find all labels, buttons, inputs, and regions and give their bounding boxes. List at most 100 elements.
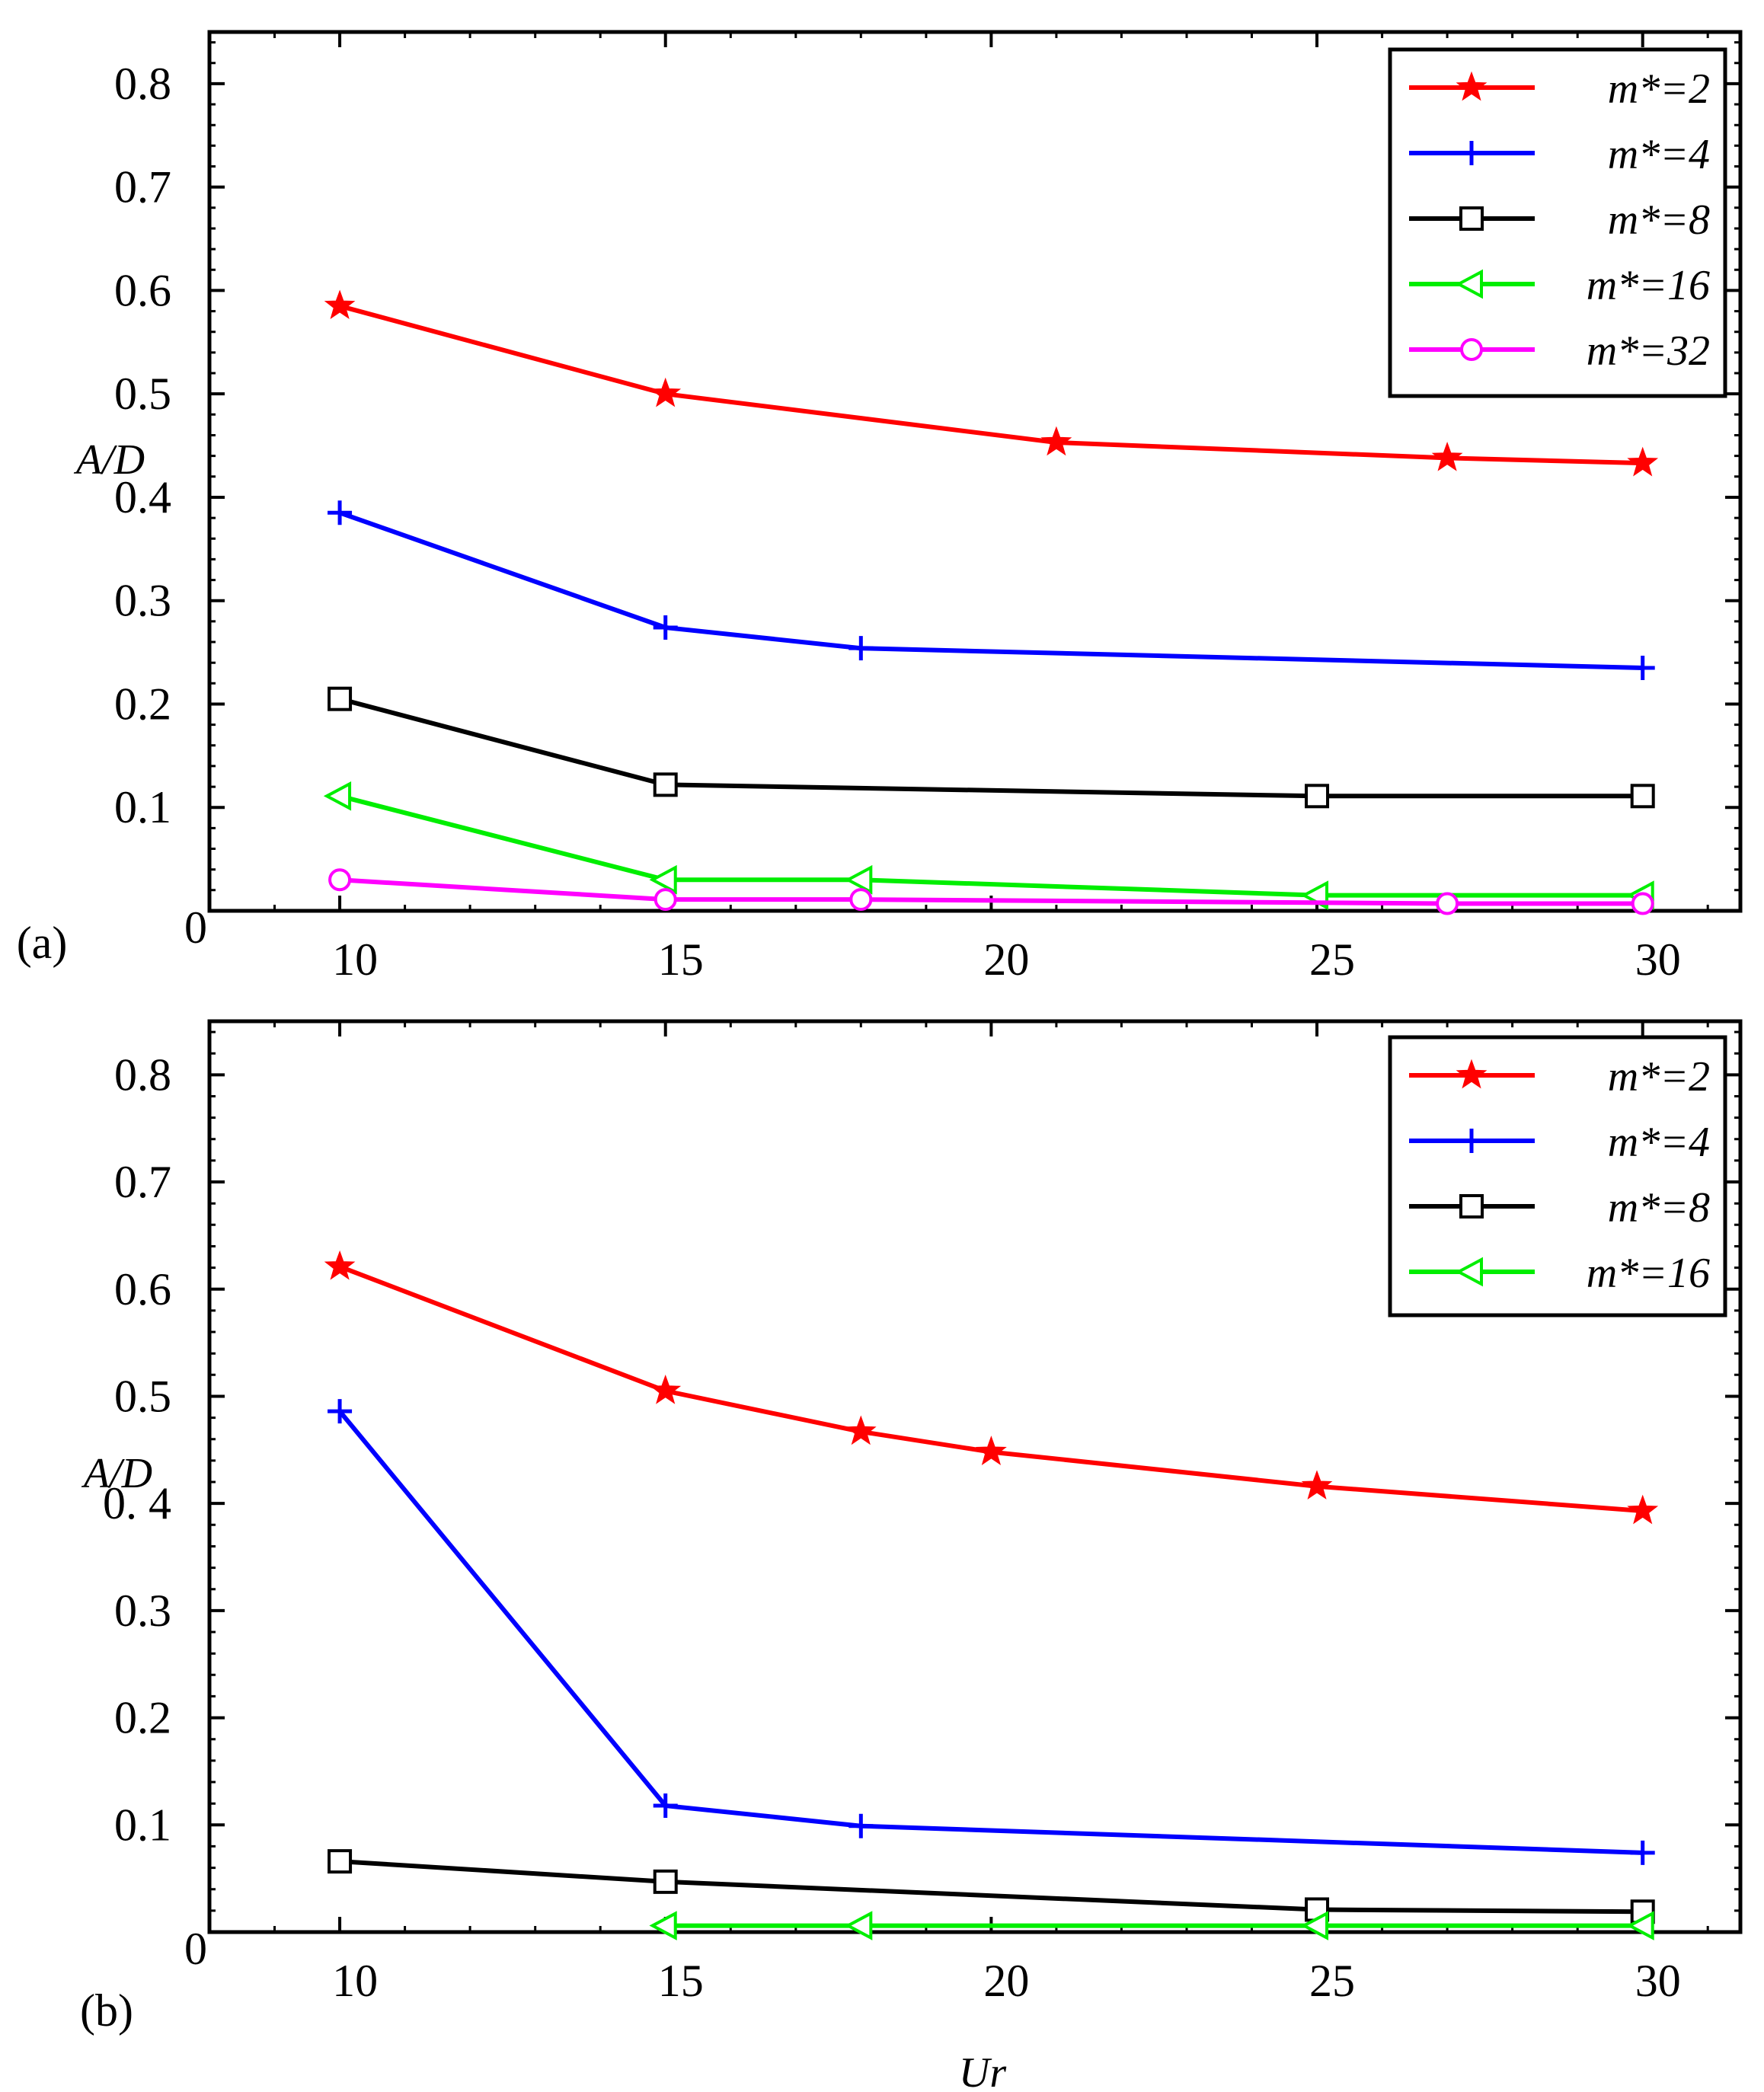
data-point xyxy=(1040,426,1072,456)
data-point xyxy=(328,500,353,525)
y-tick-label: 0.8 xyxy=(114,1049,171,1100)
legend-entry: m*=4 xyxy=(1409,131,1710,178)
y-tick-label: 0.6 xyxy=(114,265,171,315)
y-axis-label: A/D xyxy=(81,1450,152,1497)
series-m16 xyxy=(649,1911,1654,1940)
y-tick-label: 0.1 xyxy=(114,1800,171,1850)
panel-b: 10 15 20 25 30 0 0.1 0.2 0.3 0. 4 0.5 0.6 0.7 0.8 A/D U… xyxy=(80,1019,1743,2092)
x-tick-label: 10 xyxy=(332,934,378,985)
x-tick-label: 20 xyxy=(983,934,1029,985)
data-point xyxy=(650,1374,682,1404)
legend-label: m*=2 xyxy=(1608,65,1710,113)
plot-frame xyxy=(207,1019,1743,1934)
data-point xyxy=(324,289,356,320)
y-tick-label: 0.3 xyxy=(114,576,171,626)
data-point xyxy=(1436,892,1459,915)
y-tick-label: 0.6 xyxy=(114,1264,171,1314)
data-point xyxy=(976,1436,1007,1465)
legend-marker xyxy=(1459,141,1484,165)
legend-entry: m*=8 xyxy=(1409,196,1710,244)
data-point xyxy=(649,864,677,895)
legend-label: m*=8 xyxy=(1608,1184,1710,1231)
x-tick-label: 25 xyxy=(1309,1956,1355,2006)
data-point xyxy=(1431,442,1463,471)
y-tick-label: 0.5 xyxy=(114,369,171,419)
legend-entry: m*=16 xyxy=(1409,262,1710,309)
data-point xyxy=(848,1813,874,1838)
x-tick-label: 30 xyxy=(1635,934,1681,985)
data-point xyxy=(649,1911,677,1940)
legend-label: m*=4 xyxy=(1608,131,1710,178)
legend-box xyxy=(1388,47,1727,398)
x-tick-label: 10 xyxy=(332,1956,378,2006)
plot-frame xyxy=(207,30,1743,913)
data-point xyxy=(1630,1840,1655,1865)
panel-label: (a) xyxy=(17,918,68,968)
series-line xyxy=(339,510,1643,670)
legend-marker xyxy=(1456,71,1488,101)
legend-marker xyxy=(1455,269,1483,299)
data-point xyxy=(1630,655,1655,680)
panel-label: (b) xyxy=(80,1985,133,2036)
legend-marker xyxy=(1459,206,1484,231)
series-m2 xyxy=(324,289,1659,477)
legend-label: m*=16 xyxy=(1587,262,1710,309)
series-line xyxy=(339,794,1643,898)
y-tick-label: 0.2 xyxy=(114,1693,171,1743)
data-point xyxy=(845,1415,877,1445)
legend-entry: m*=4 xyxy=(1409,1119,1710,1166)
y-axis-label: A/D xyxy=(73,436,145,484)
data-point xyxy=(654,888,677,912)
series-m4 xyxy=(328,500,1655,680)
legend-marker xyxy=(1459,1194,1484,1218)
y-tick-label: 0.8 xyxy=(114,59,171,109)
x-tick-label: 30 xyxy=(1635,1956,1681,2006)
data-point xyxy=(653,1869,678,1894)
legend-entry: m*=8 xyxy=(1409,1184,1710,1231)
y-tick-label: 0.1 xyxy=(114,782,171,832)
legend-entry: m*=16 xyxy=(1409,1250,1710,1297)
data-point xyxy=(323,781,352,811)
data-point xyxy=(849,888,873,912)
y-tick-label: 0.3 xyxy=(114,1586,171,1636)
data-point xyxy=(328,1399,353,1424)
y-tick-label: 0.5 xyxy=(114,1371,171,1421)
data-point xyxy=(848,636,874,661)
data-point xyxy=(328,686,353,711)
data-point xyxy=(328,1849,353,1874)
y-tick-label: 0. 4 xyxy=(103,1478,171,1528)
legend-marker xyxy=(1460,338,1483,361)
data-point xyxy=(1301,1470,1333,1500)
legend-marker xyxy=(1455,1257,1483,1287)
x-axis-label: Ur xyxy=(959,2049,1006,2092)
legend-label: m*=32 xyxy=(1587,327,1710,375)
legend-label: m*=4 xyxy=(1608,1119,1710,1166)
series-line xyxy=(339,1859,1643,1915)
x-tick-label: 15 xyxy=(658,934,704,985)
legend-label: m*=16 xyxy=(1587,1250,1710,1297)
data-point xyxy=(1630,784,1655,809)
series-line xyxy=(339,1264,1643,1513)
x-tick-label: 15 xyxy=(658,1956,704,2006)
data-point xyxy=(324,1250,356,1280)
y-tick-label: 0.7 xyxy=(114,162,171,212)
data-point xyxy=(653,772,678,797)
series-m8 xyxy=(328,686,1655,809)
data-point xyxy=(653,1793,678,1818)
series-m4 xyxy=(328,1399,1655,1865)
series-m32 xyxy=(328,868,1654,915)
data-point xyxy=(653,615,678,640)
legend-marker xyxy=(1456,1059,1488,1089)
legend-label: m*=2 xyxy=(1608,1053,1710,1100)
legend-entry: m*=2 xyxy=(1409,1053,1710,1100)
x-tick-label: 20 xyxy=(983,1956,1029,2006)
legend-entry: m*=32 xyxy=(1409,327,1710,375)
data-point xyxy=(845,1911,873,1940)
legend-marker xyxy=(1459,1129,1484,1153)
y-tick-label: 0 xyxy=(184,902,207,953)
data-point xyxy=(650,377,682,407)
series-line xyxy=(339,696,1643,799)
series-m8 xyxy=(328,1849,1655,1924)
data-point xyxy=(1627,1494,1659,1525)
